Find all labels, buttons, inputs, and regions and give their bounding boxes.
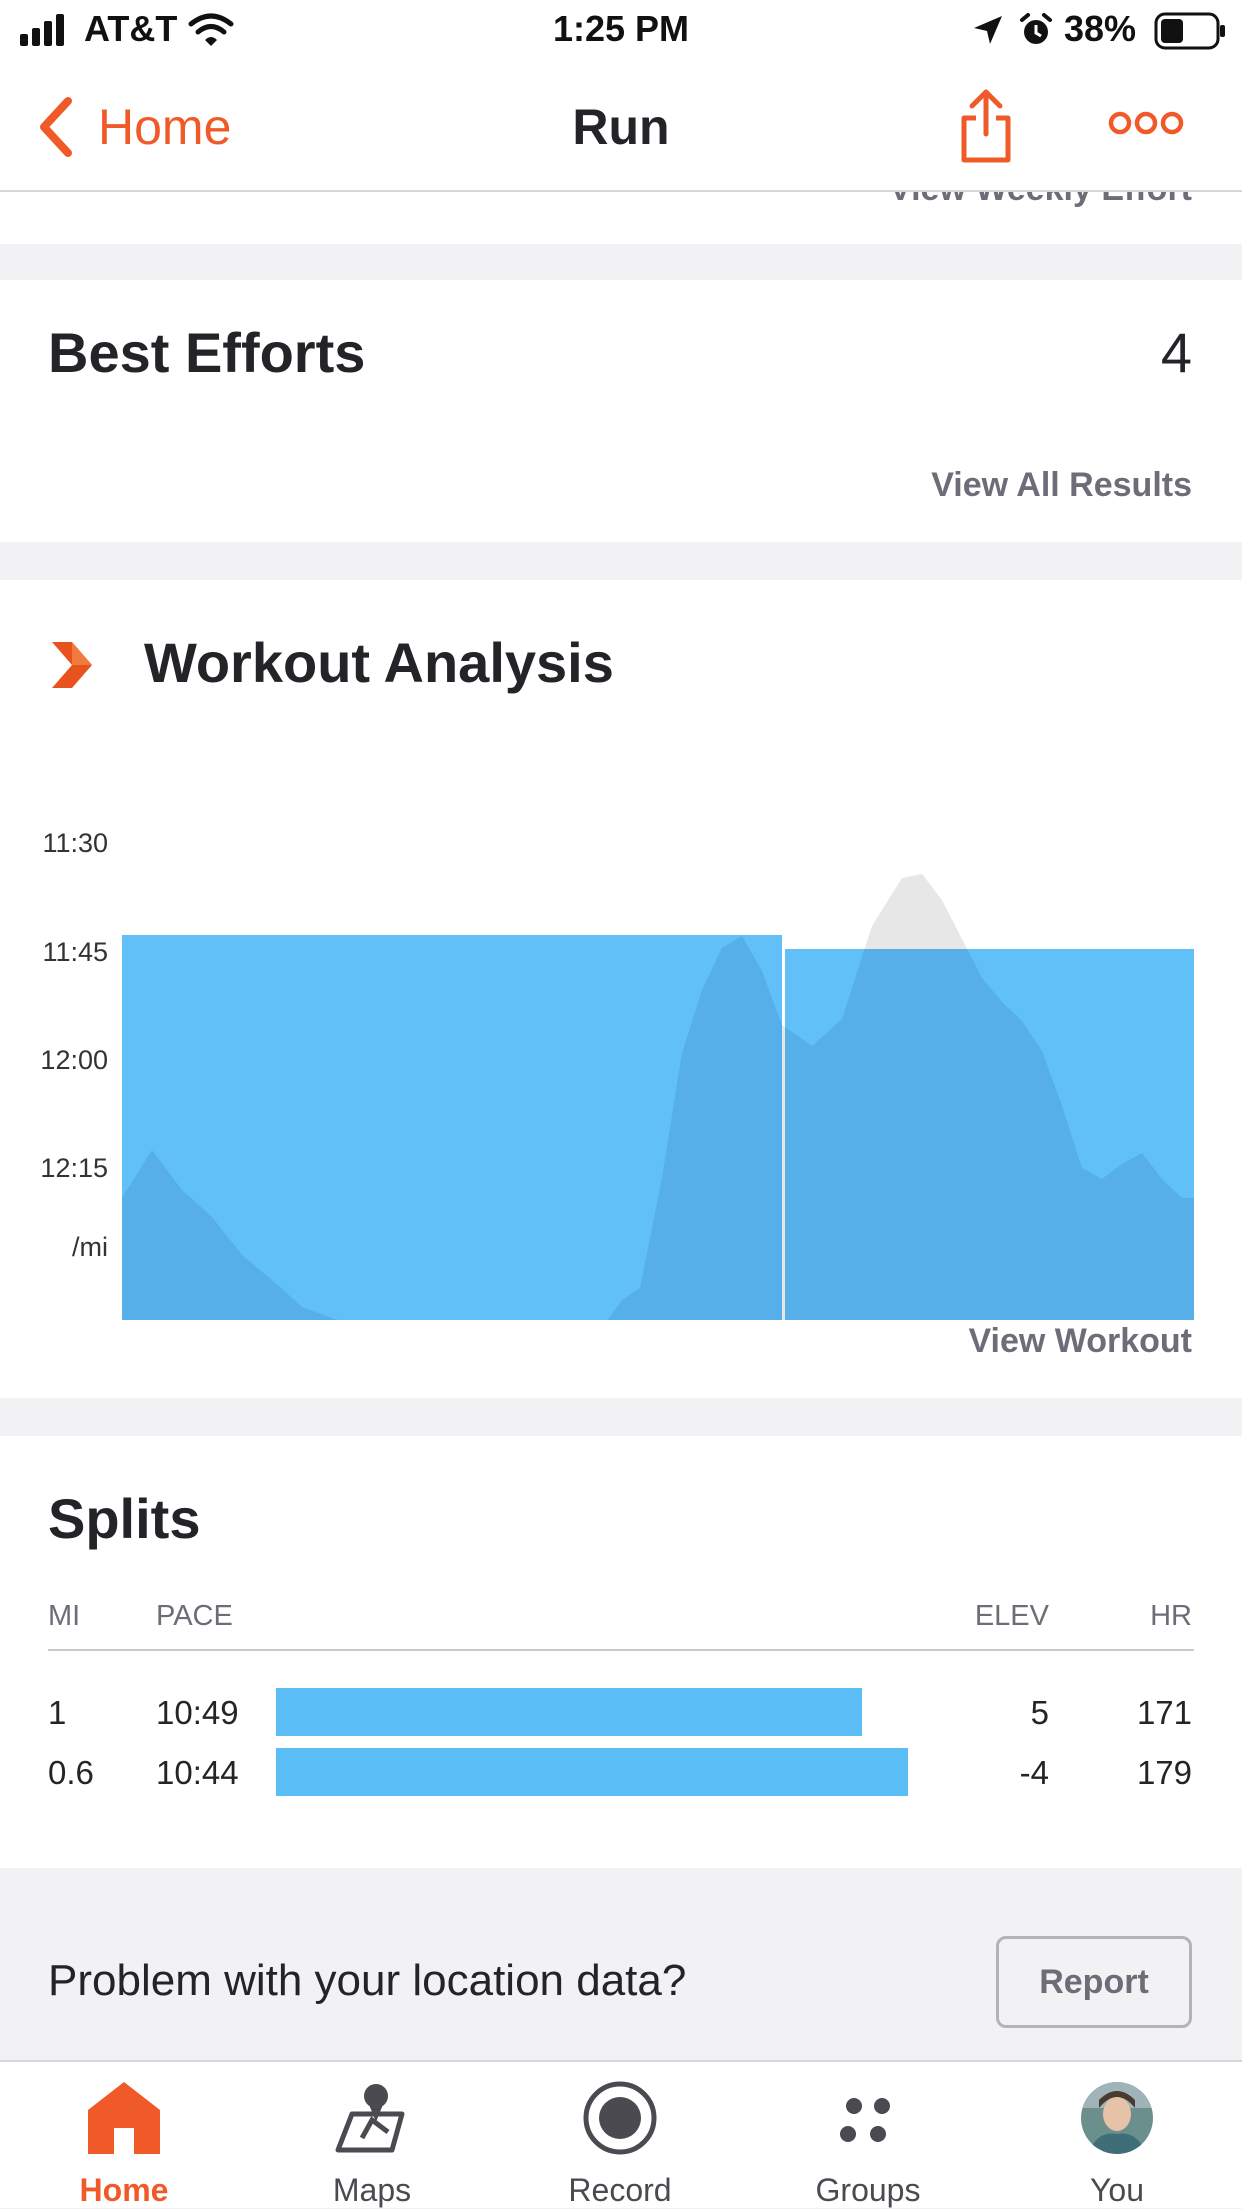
status-bar: AT&T 1:25 PM 38%	[0, 0, 1242, 62]
location-arrow-icon	[974, 16, 1002, 44]
pace-chart-plot	[122, 874, 1194, 1320]
table-row: 0.6 10:44 -4 179	[0, 1746, 1242, 1798]
tab-label: Groups	[815, 2172, 921, 2208]
signal-icon	[20, 14, 64, 46]
y-tick-label: 12:00	[40, 1045, 108, 1075]
splits-header-pace: PACE	[156, 1600, 233, 1632]
y-unit-label: /mi	[72, 1232, 108, 1262]
splits-card: Splits	[0, 1436, 1242, 1868]
y-tick-label: 12:15	[40, 1153, 108, 1183]
split-mi: 0.6	[48, 1754, 94, 1791]
back-label: Home	[98, 99, 232, 155]
tab-groups[interactable]: Groups	[744, 2062, 992, 2208]
chevron-left-icon	[40, 97, 72, 157]
view-all-results-link[interactable]: View All Results	[931, 466, 1192, 504]
best-efforts-title: Best Efforts	[48, 321, 366, 384]
lap-bar	[785, 949, 1194, 1320]
battery-percent: 38%	[1064, 8, 1137, 49]
tab-bar: Home Maps Record	[0, 2060, 1242, 2208]
split-hr: 179	[1136, 1754, 1192, 1791]
y-tick-label: 11:30	[42, 828, 108, 858]
chevron-right-icon	[52, 642, 92, 688]
lap-bar	[122, 935, 782, 1320]
split-pace-bar	[276, 1748, 908, 1796]
alarm-icon	[1020, 13, 1052, 44]
navigation-bar: Home Run	[0, 62, 1242, 192]
splits-header-hr: HR	[1150, 1600, 1192, 1632]
tab-home[interactable]: Home	[0, 2062, 248, 2208]
splits-header-elev: ELEV	[974, 1600, 1049, 1632]
groups-icon	[840, 2098, 890, 2142]
y-tick-label: 11:45	[42, 937, 108, 967]
location-problem-text: Problem with your location data?	[48, 1956, 687, 2005]
split-pace-bar	[276, 1688, 862, 1736]
carrier-label: AT&T	[84, 8, 178, 49]
table-row: 1 10:49 5 171	[0, 1686, 1242, 1738]
pace-chart: 11:30 11:45 12:00 12:15 /mi	[0, 720, 1242, 1320]
avatar-icon	[1081, 2082, 1153, 2154]
elevation-overlay	[122, 935, 1194, 1320]
more-options-icon[interactable]	[1108, 110, 1184, 136]
home-icon	[88, 2082, 160, 2154]
view-workout-link[interactable]: View Workout	[968, 1322, 1192, 1360]
share-icon[interactable]	[958, 88, 1014, 164]
report-button[interactable]: Report	[996, 1936, 1192, 2028]
split-elev: -4	[1019, 1754, 1049, 1791]
tab-maps[interactable]: Maps	[248, 2062, 496, 2208]
splits-title: Splits	[48, 1487, 201, 1550]
back-button[interactable]: Home	[36, 90, 231, 164]
best-efforts-count: 4	[1160, 321, 1192, 384]
splits-divider	[48, 1649, 1194, 1651]
tab-label: Maps	[332, 2172, 412, 2208]
record-icon	[583, 2081, 657, 2155]
maps-icon	[335, 2084, 405, 2153]
battery-icon	[1154, 12, 1225, 50]
splits-header-mi: MI	[48, 1600, 81, 1632]
weekly-effort-card: View Weekly Effort	[0, 192, 1242, 244]
workout-analysis-card: Workout Analysis 11:30 11:45 12:00 12:15…	[0, 580, 1242, 1398]
view-weekly-effort-link[interactable]: View Weekly Effort	[889, 192, 1192, 209]
workout-analysis-title: Workout Analysis	[144, 631, 614, 694]
tab-label: You	[1090, 2172, 1144, 2208]
wifi-icon	[188, 13, 234, 46]
best-efforts-card: Best Efforts 4 View All Results	[0, 280, 1242, 542]
tab-record[interactable]: Record	[496, 2062, 744, 2208]
tab-label: Record	[568, 2172, 672, 2208]
split-pace: 10:44	[156, 1754, 239, 1791]
tab-you[interactable]: You	[992, 2062, 1242, 2208]
split-pace: 10:49	[156, 1694, 239, 1731]
split-mi: 1	[48, 1694, 67, 1731]
clock: 1:25 PM	[552, 8, 690, 49]
split-elev: 5	[1030, 1694, 1049, 1731]
tab-label: Home	[79, 2172, 169, 2208]
page-title: Run	[572, 99, 670, 155]
split-hr: 171	[1136, 1694, 1192, 1731]
